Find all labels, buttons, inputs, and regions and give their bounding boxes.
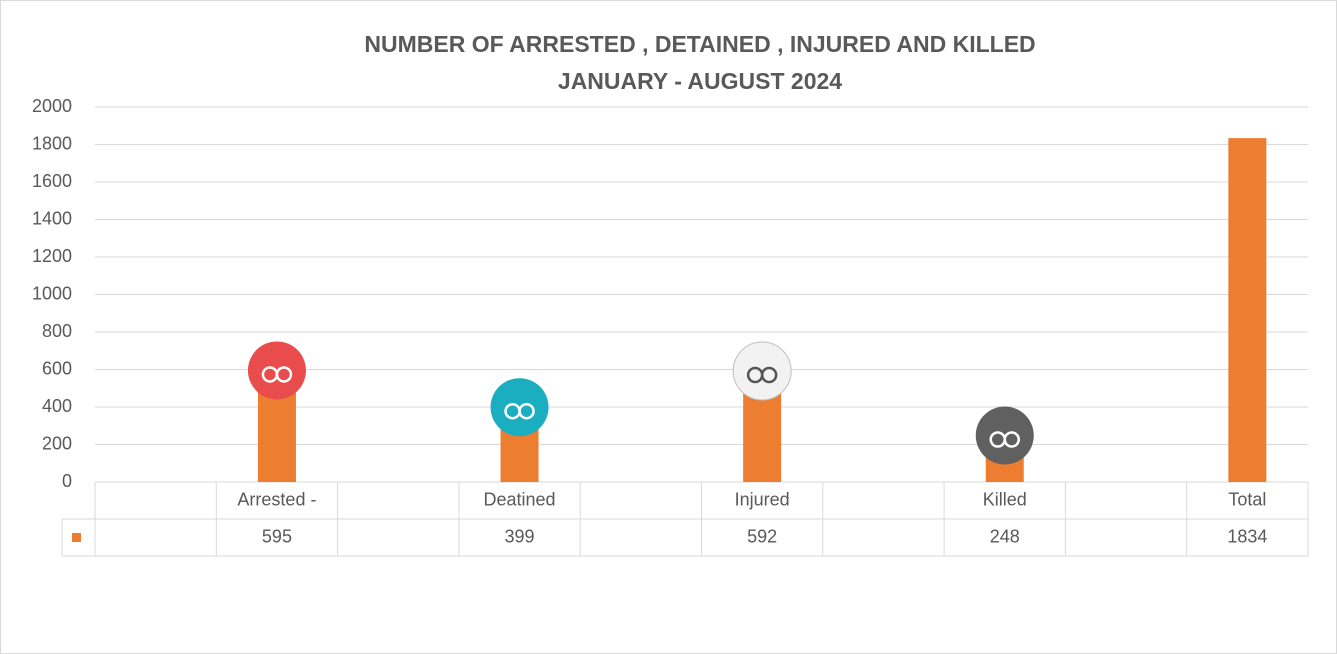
y-tick-label: 200 bbox=[42, 433, 72, 453]
y-tick-label: 400 bbox=[42, 396, 72, 416]
y-tick-label: 1600 bbox=[32, 171, 72, 191]
y-tick-label: 1400 bbox=[32, 208, 72, 228]
table-value: 399 bbox=[505, 526, 535, 546]
chart-title: NUMBER OF ARRESTED , DETAINED , INJURED … bbox=[364, 31, 1035, 57]
table-value: 595 bbox=[262, 526, 292, 546]
table-value: 592 bbox=[747, 526, 777, 546]
icon-glyph bbox=[275, 366, 293, 383]
x-tick-label: Arrested - bbox=[237, 489, 316, 509]
icon-glyph bbox=[518, 402, 535, 420]
icon-glyph bbox=[1003, 431, 1020, 448]
y-tick-label: 0 bbox=[62, 471, 72, 491]
y-tick-label: 1000 bbox=[32, 283, 72, 303]
x-tick-label: Deatined bbox=[484, 489, 556, 509]
y-tick-label: 1800 bbox=[32, 133, 72, 153]
y-tick-label: 600 bbox=[42, 358, 72, 378]
y-tick-label: 1200 bbox=[32, 246, 72, 266]
icon-glyph bbox=[760, 366, 778, 384]
y-tick-label: 2000 bbox=[32, 96, 72, 116]
y-tick-label: 800 bbox=[42, 321, 72, 341]
x-tick-label: Killed bbox=[983, 489, 1027, 509]
x-tick-label: Total bbox=[1228, 489, 1266, 509]
chart-subtitle: JANUARY - AUGUST 2024 bbox=[558, 68, 842, 94]
bar bbox=[1228, 138, 1267, 482]
legend-key bbox=[72, 533, 81, 542]
x-tick-label: Injured bbox=[735, 489, 790, 509]
table-value: 1834 bbox=[1227, 526, 1267, 546]
table-value: 248 bbox=[990, 526, 1020, 546]
